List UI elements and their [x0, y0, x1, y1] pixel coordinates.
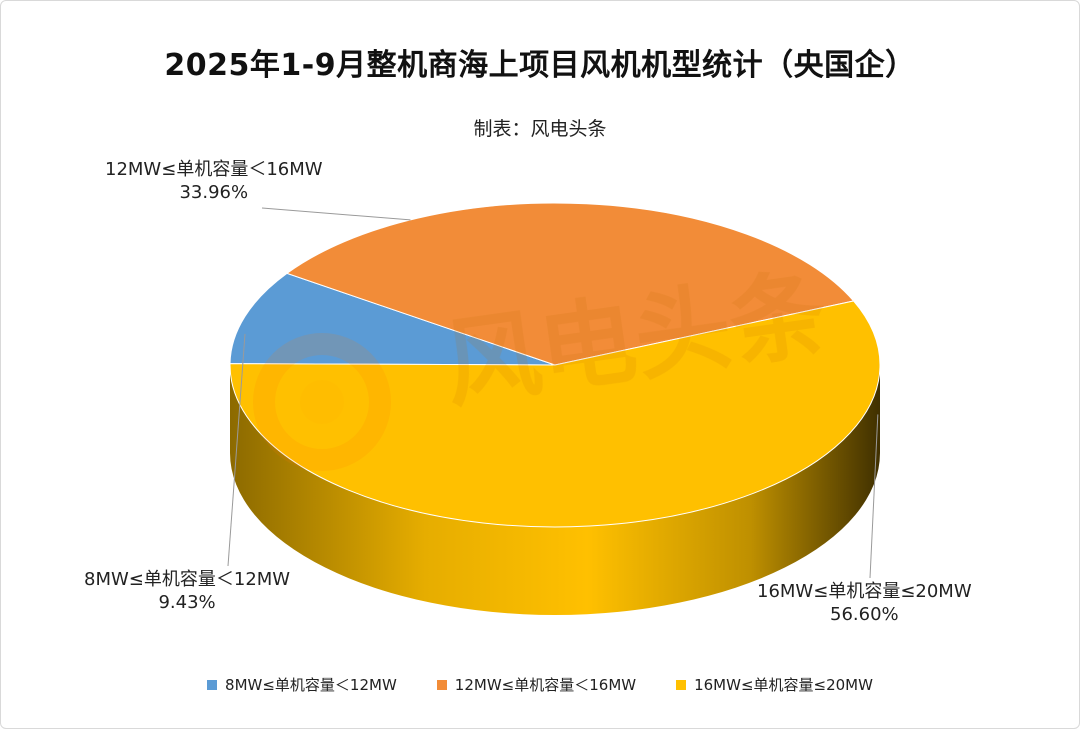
pie-side-2	[230, 365, 880, 615]
pie-slice-2	[229, 300, 881, 528]
legend-swatch	[436, 679, 447, 690]
legend-label: 16MW≤单机容量≤20MW	[694, 676, 873, 694]
pie-slice-1	[285, 202, 855, 366]
data-label-value: 33.96%	[179, 182, 249, 203]
data-label-8-12mw: 8MW≤单机容量＜12MW 9.43%	[84, 568, 290, 614]
data-label-name: 8MW≤单机容量＜12MW	[84, 569, 291, 590]
watermark-logo-ring	[253, 333, 391, 471]
leader-line-12-16mw	[261, 207, 411, 221]
legend-item-16-20mw[interactable]: 16MW≤单机容量≤20MW	[676, 674, 873, 695]
data-label-value: 9.43%	[158, 592, 216, 613]
data-label-value: 56.60%	[830, 604, 899, 625]
pie-tops	[229, 202, 881, 528]
legend-item-12-16mw[interactable]: 12MW≤单机容量＜16MW	[436, 674, 637, 695]
legend: 8MW≤单机容量＜12MW 12MW≤单机容量＜16MW 16MW≤单机容量≤2…	[0, 674, 1080, 695]
data-label-12-16mw: 12MW≤单机容量＜16MW 33.96%	[105, 158, 323, 204]
chart-title: 2025年1-9月整机商海上项目风机机型统计（央国企）	[164, 48, 916, 83]
legend-swatch	[676, 679, 687, 690]
data-label-name: 16MW≤单机容量≤20MW	[757, 581, 972, 602]
leader-line-8-12mw	[227, 333, 246, 567]
chart-subtitle: 制表：风电头条	[473, 118, 607, 140]
legend-label: 8MW≤单机容量＜12MW	[225, 676, 397, 694]
data-label-name: 12MW≤单机容量＜16MW	[105, 159, 323, 180]
legend-swatch	[207, 679, 218, 690]
legend-item-8-12mw[interactable]: 8MW≤单机容量＜12MW	[207, 674, 397, 695]
legend-label: 12MW≤单机容量＜16MW	[454, 676, 637, 694]
data-label-16-20mw: 16MW≤单机容量≤20MW 56.60%	[757, 580, 972, 626]
pie-slice-0	[229, 272, 556, 366]
leader-line-16-20mw	[869, 414, 879, 579]
leader-lines	[227, 207, 879, 579]
watermark-logo-dot	[300, 380, 344, 424]
